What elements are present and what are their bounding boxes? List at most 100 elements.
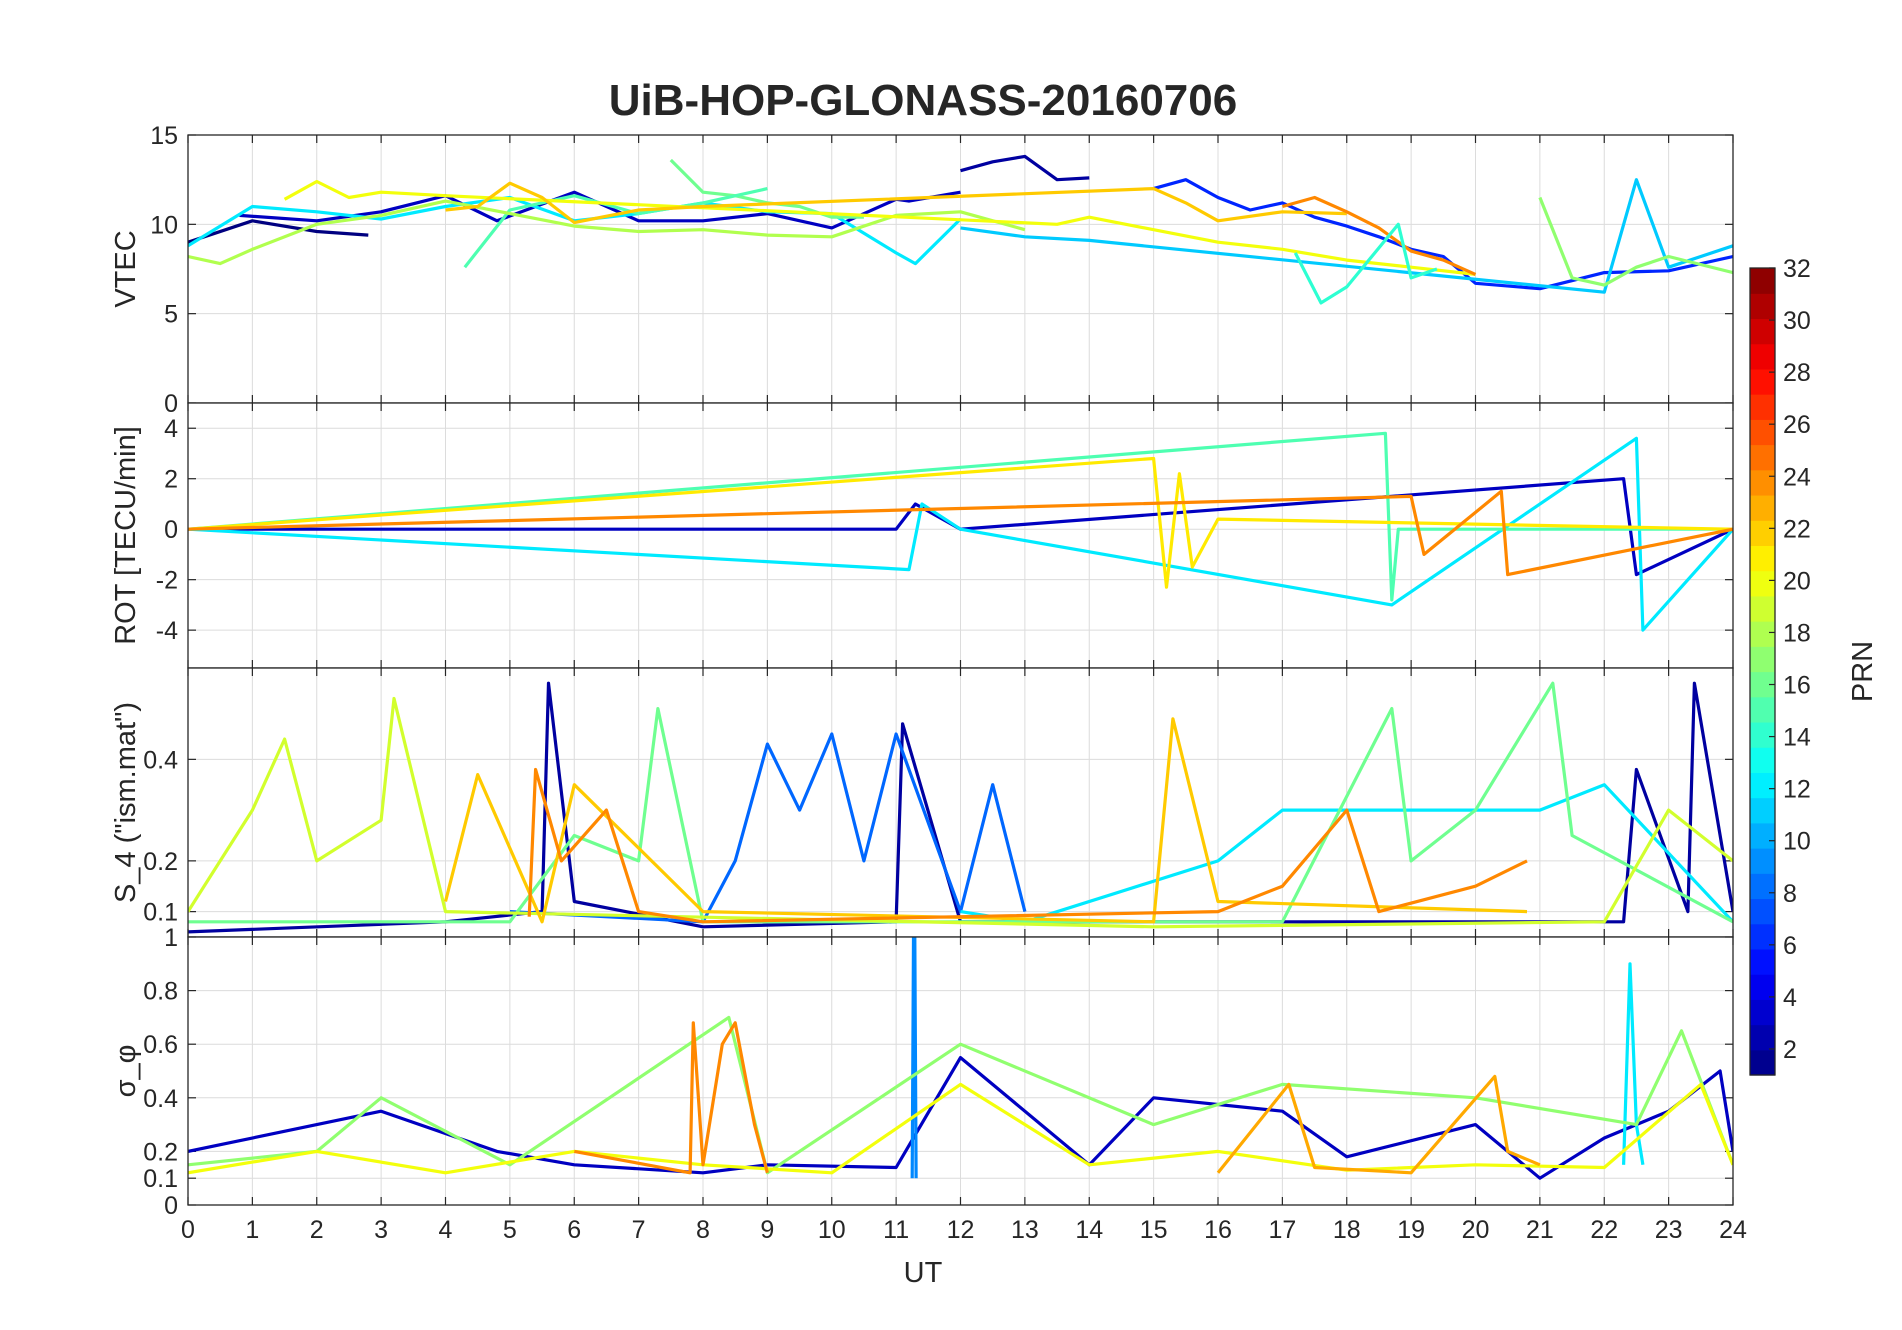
y-tick-label: 0.2: [143, 848, 178, 876]
series-line-prn-24: [574, 1021, 769, 1175]
colorbar-segment: [1750, 595, 1775, 622]
series-line-prn-14: [1293, 222, 1438, 305]
colorbar-segment: [1750, 520, 1775, 547]
x-tick-label: 7: [632, 1216, 646, 1244]
x-tick-label: 17: [1268, 1216, 1296, 1244]
colorbar-label: PRN: [1847, 641, 1879, 702]
x-tick-label: 11: [883, 1216, 909, 1244]
x-tick-label: 5: [503, 1216, 517, 1244]
y-axis-label: σ_φ: [110, 1045, 142, 1098]
y-tick-label: -2: [156, 567, 178, 595]
panel-frame: [187, 936, 1734, 1206]
y-axis-label: ROT [TECU/min]: [110, 426, 142, 645]
x-tick-label: 15: [1140, 1216, 1168, 1244]
chart-title: UiB-HOP-GLONASS-20160706: [609, 76, 1237, 125]
x-tick-label: 22: [1590, 1216, 1618, 1244]
y-tick-label: -4: [156, 617, 178, 645]
colorbar-segment: [1750, 419, 1775, 446]
colorbar-segment: [1750, 293, 1775, 320]
series-line-prn-9: [910, 937, 918, 1179]
colorbar-tick-label: 10: [1783, 828, 1811, 856]
colorbar-tick-label: 26: [1783, 411, 1811, 439]
panel-3: 0.1 0.2 0.4S_4 ("ism.mat"): [110, 667, 1734, 938]
x-tick-label: 16: [1204, 1216, 1232, 1244]
colorbar-segment: [1750, 898, 1775, 925]
x-tick-label: 3: [374, 1216, 388, 1244]
series-group: [188, 681, 1733, 934]
x-tick-label: 4: [439, 1216, 453, 1244]
series-line-prn-12: [188, 436, 1733, 632]
series-group: [188, 937, 1733, 1180]
y-tick-label: 0: [164, 1192, 178, 1220]
series-line-prn-1: [188, 219, 369, 244]
y-axis-label: VTEC: [110, 230, 142, 307]
y-tick-label: 4: [164, 415, 178, 443]
colorbar-segment: [1750, 621, 1775, 647]
panel-2: -4 -2 0 2 4 ROT [TECU/min]: [110, 402, 1734, 669]
colorbar-segment: [1750, 394, 1775, 420]
y-tick-label: 0.2: [143, 1138, 178, 1166]
series-line-prn-21: [188, 456, 1733, 589]
series-line-prn-22: [445, 181, 1347, 225]
x-tick-label: 24: [1719, 1216, 1747, 1244]
colorbar-segment: [1750, 923, 1775, 950]
series-line-prn-23: [1216, 1074, 1541, 1175]
series-line-prn-6: [1153, 178, 1733, 291]
series-line-prn-18: [188, 199, 1026, 266]
x-tick-label: 9: [760, 1216, 774, 1244]
colorbar-tick-label: 4: [1783, 984, 1797, 1012]
panel-1: 0 5 10 15 VTEC: [110, 122, 1734, 418]
colorbar-segment: [1750, 318, 1775, 345]
colorbar-segment: [1750, 974, 1775, 1000]
colorbar-tick-label: 28: [1783, 359, 1811, 387]
series-line-prn-19: [188, 696, 1733, 929]
x-tick-label: 23: [1655, 1216, 1683, 1244]
series-line-prn-3: [188, 1056, 1733, 1180]
colorbar-tick-label: 24: [1783, 463, 1811, 491]
series-line-prn-8: [509, 732, 1027, 924]
colorbar-segment: [1750, 721, 1775, 748]
series-line-prn-12: [1622, 962, 1645, 1166]
colorbar-tick-label: 8: [1783, 880, 1797, 908]
y-tick-label: 0.4: [143, 1085, 178, 1113]
x-tick-label: 19: [1397, 1216, 1425, 1244]
colorbar-segment: [1750, 999, 1775, 1026]
x-tick-label: 10: [818, 1216, 846, 1244]
y-tick-label: 5: [164, 301, 178, 329]
y-tick-label: 0.8: [143, 978, 178, 1006]
x-tick-label: 2: [310, 1216, 324, 1244]
x-tick-label: 20: [1462, 1216, 1490, 1244]
y-tick-label: 0.6: [143, 1031, 178, 1059]
colorbar-segment: [1750, 646, 1775, 673]
x-tick-label: 13: [1011, 1216, 1039, 1244]
series-line-prn-24: [1281, 195, 1477, 276]
series-line-prn-17: [1538, 196, 1733, 287]
series-line-prn-15: [188, 431, 1733, 602]
y-tick-label: 1: [164, 924, 178, 952]
x-tick-label: 12: [947, 1216, 975, 1244]
y-tick-label: 0.1: [143, 1165, 178, 1193]
x-tick-label: 14: [1075, 1216, 1103, 1244]
colorbar-segment: [1750, 747, 1775, 773]
colorbar-segment: [1750, 822, 1775, 849]
y-tick-label: 0.4: [143, 746, 178, 774]
series-line-prn-11: [960, 178, 1733, 294]
colorbar-tick-label: 16: [1783, 672, 1811, 700]
colorbar-segment: [1750, 696, 1775, 723]
x-tick-label: 0: [181, 1216, 195, 1244]
y-axis-label: S_4 ("ism.mat"): [110, 702, 142, 903]
colorbar-segment: [1750, 797, 1775, 824]
y-tick-label: 2: [164, 466, 178, 494]
colorbar-segment: [1750, 268, 1775, 294]
colorbar-segment: [1750, 368, 1775, 395]
colorbar-segment: [1750, 570, 1775, 597]
series-line-prn-17: [188, 1015, 1733, 1175]
colorbar-tick-label: 6: [1783, 932, 1797, 960]
colorbar-segment: [1750, 948, 1775, 975]
series-line-prn-16: [188, 681, 1733, 924]
series-line-prn-24: [527, 767, 1528, 924]
colorbar-tick-label: 20: [1783, 567, 1811, 595]
colorbar-segment: [1750, 772, 1775, 799]
